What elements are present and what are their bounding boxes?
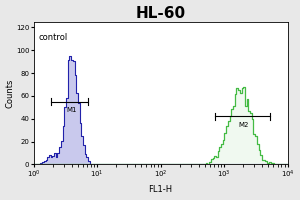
Text: control: control (39, 33, 68, 42)
Text: M2: M2 (238, 122, 249, 128)
Text: M1: M1 (67, 107, 77, 113)
Title: HL-60: HL-60 (136, 6, 186, 21)
X-axis label: FL1-H: FL1-H (148, 185, 172, 194)
Y-axis label: Counts: Counts (6, 78, 15, 108)
